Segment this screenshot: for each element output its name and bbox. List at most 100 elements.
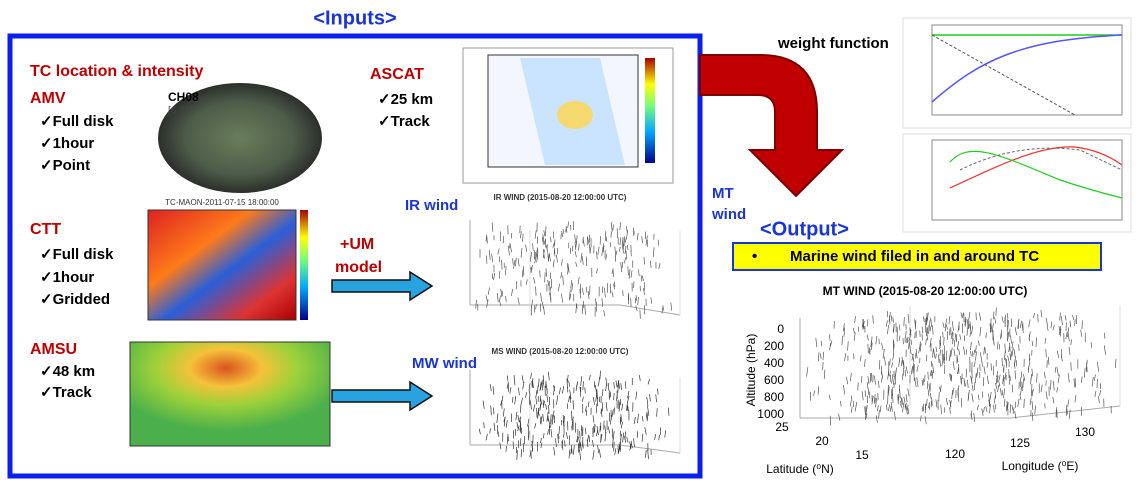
wind-glyph: [570, 448, 573, 455]
wind-glyph: [563, 432, 565, 438]
wind-glyph: [601, 402, 604, 412]
wind-glyph: [873, 394, 876, 403]
wind-glyph: [635, 305, 638, 312]
wind-glyph: [891, 374, 894, 384]
wind-glyph: [981, 408, 984, 416]
wind-glyph: [1114, 358, 1117, 368]
wind-glyph: [639, 374, 641, 382]
wind-glyph: [577, 436, 580, 443]
wind-glyph: [517, 297, 520, 305]
wind-glyph: [850, 406, 853, 413]
wind-glyph: [1045, 349, 1047, 358]
wind-glyph: [1023, 374, 1026, 382]
wind-glyph: [969, 331, 972, 337]
wind-glyph: [542, 433, 545, 439]
wind-glyph: [1001, 316, 1004, 323]
arrow: [331, 380, 434, 412]
z-axis-label: Altitude (hPa): [744, 334, 758, 407]
wind-glyph: [503, 416, 506, 422]
wind-glyph: [588, 374, 591, 381]
axis-line: [619, 304, 681, 316]
wind-glyph: [601, 286, 604, 294]
wind-glyph: [618, 246, 621, 252]
wind-glyph: [960, 312, 963, 318]
wind-glyph: [617, 384, 619, 393]
wind-glyph: [509, 244, 512, 253]
wind-glyph: [547, 253, 549, 261]
wind-glyph: [861, 319, 864, 328]
wind-glyph: [529, 400, 532, 410]
wind-glyph: [989, 325, 992, 333]
wind-glyph: [1097, 395, 1100, 404]
wind-glyph: [613, 381, 615, 389]
ctt-colorbar: [300, 210, 308, 320]
wind-glyph: [994, 388, 997, 399]
wind-glyph: [500, 400, 503, 406]
wind-glyph: [1011, 347, 1014, 357]
wind-glyph: [505, 445, 507, 452]
wind-glyph: [638, 269, 640, 277]
wind-glyph: [889, 406, 892, 413]
wind-glyph: [577, 276, 580, 285]
wind-glyph: [569, 289, 571, 300]
wind-glyph: [574, 251, 577, 258]
wind-glyph: [1074, 319, 1076, 326]
wind-glyph: [641, 236, 643, 244]
wind-glyph: [932, 363, 935, 373]
weight-curve: [931, 34, 1123, 103]
wind-glyph: [626, 401, 629, 411]
weight-curve: [949, 150, 1123, 199]
wind-glyph: [1097, 361, 1099, 372]
wind-glyph: [489, 428, 491, 434]
wind-glyph: [624, 245, 627, 254]
wind-glyph: [867, 388, 870, 395]
wind-glyph: [540, 382, 543, 391]
wind-glyph: [1043, 371, 1046, 379]
wind-glyph: [645, 235, 648, 246]
bullet: •: [752, 248, 757, 265]
wind-glyph: [1050, 379, 1052, 390]
wind-glyph: [540, 416, 542, 424]
wind-glyph: [543, 230, 546, 237]
wind-glyph: [543, 306, 545, 315]
wind-glyph: [959, 334, 962, 340]
wind-glyph: [548, 418, 551, 428]
wind-glyph: [515, 257, 517, 267]
wind-glyph: [601, 298, 603, 307]
wind-glyph: [1019, 394, 1022, 401]
wind-glyph: [1007, 355, 1010, 362]
wind-glyph: [601, 246, 604, 256]
ascat-colorbar: [645, 58, 655, 163]
wind-glyph: [637, 297, 639, 306]
wind-glyph: [1013, 349, 1016, 358]
wind-glyph: [622, 432, 625, 443]
wind-glyph: [1046, 325, 1049, 332]
wind-glyph: [572, 400, 574, 410]
wind-glyph: [532, 243, 534, 251]
wind-glyph: [939, 349, 941, 356]
wind-glyph: [542, 234, 545, 243]
wind-glyph: [517, 414, 520, 423]
wind-glyph: [914, 377, 917, 388]
lat-axis-label: Latitude (⁰N): [766, 462, 834, 476]
wind-glyph: [620, 262, 623, 273]
wind-glyph: [478, 428, 481, 435]
wind-glyph: [1052, 324, 1055, 331]
wind-glyph: [499, 271, 501, 279]
wind-glyph: [619, 430, 622, 438]
wind-glyph: [536, 253, 539, 263]
wind-glyph: [609, 391, 612, 398]
wind-glyph: [980, 358, 983, 367]
wind-glyph: [538, 378, 540, 388]
axis-line: [619, 444, 681, 454]
tc-heading: TC location & intensity: [30, 63, 203, 80]
wind-glyph: [615, 380, 618, 388]
wind-glyph: [1031, 368, 1034, 377]
mt-wind-label: MT: [712, 185, 734, 202]
wind-glyph: [958, 348, 961, 356]
wind-glyph: [931, 397, 933, 406]
wind-glyph: [565, 226, 567, 233]
wind-glyph: [916, 365, 919, 372]
wind-glyph: [522, 233, 524, 242]
wind-glyph: [520, 231, 522, 239]
